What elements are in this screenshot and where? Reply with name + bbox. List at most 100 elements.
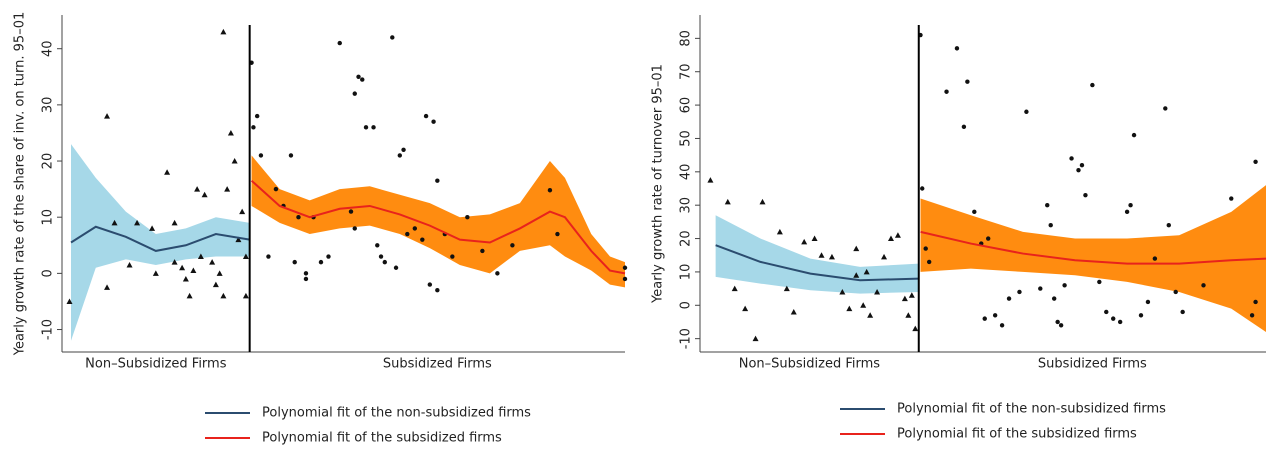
- group-label: Non–Subsidized Firms: [85, 357, 227, 372]
- data-point: [1090, 82, 1095, 88]
- data-point: [724, 198, 731, 205]
- y-tick-label: 70: [679, 63, 694, 80]
- data-point: [1253, 159, 1258, 165]
- data-point: [134, 219, 141, 226]
- data-point: [1201, 283, 1206, 288]
- legend-label: Polynomial fit of the non-subsidized fir…: [262, 406, 531, 421]
- data-point: [961, 124, 967, 129]
- data-point: [360, 77, 365, 82]
- data-point: [216, 270, 223, 276]
- data-point: [881, 253, 888, 260]
- y-tick-label: 0: [679, 301, 694, 309]
- data-point: [318, 259, 324, 265]
- data-point: [555, 231, 560, 237]
- data-point: [288, 153, 294, 158]
- data-point: [801, 238, 808, 245]
- data-point: [894, 232, 901, 238]
- data-point: [1173, 289, 1178, 295]
- legend-label: Polynomial fit of the non-subsidized fir…: [897, 402, 1166, 417]
- y-tick-label: 30: [41, 97, 56, 114]
- data-point: [465, 215, 470, 220]
- data-point: [393, 265, 399, 270]
- data-point: [752, 335, 759, 342]
- data-point: [220, 28, 227, 35]
- data-point: [363, 125, 369, 130]
- data-point: [1111, 316, 1116, 321]
- data-point: [212, 281, 219, 288]
- data-point: [874, 288, 881, 295]
- group-label: Subsidized Firms: [383, 357, 492, 372]
- data-point: [224, 186, 231, 192]
- data-point: [1229, 196, 1234, 201]
- data-point: [999, 323, 1005, 328]
- data-point: [1138, 313, 1144, 318]
- data-point: [1051, 296, 1057, 301]
- data-point: [547, 188, 553, 193]
- data-point: [190, 267, 197, 274]
- data-point: [986, 236, 991, 241]
- data-point: [853, 272, 860, 278]
- data-point: [1062, 283, 1067, 288]
- y-tick-label: 60: [679, 97, 694, 114]
- confidence-band: [715, 215, 919, 294]
- data-point: [382, 259, 387, 265]
- data-point: [111, 219, 118, 226]
- data-point: [356, 74, 361, 79]
- data-point: [149, 225, 156, 231]
- data-point: [1006, 296, 1012, 301]
- y-tick-label: 50: [679, 130, 694, 147]
- data-point: [731, 285, 738, 292]
- data-point: [901, 295, 908, 302]
- data-point: [273, 186, 279, 192]
- data-point: [1024, 109, 1029, 114]
- data-point: [954, 46, 960, 51]
- data-point: [352, 226, 357, 231]
- data-point: [201, 191, 208, 198]
- y-tick-label: 20: [41, 153, 56, 170]
- data-point: [480, 248, 485, 254]
- data-point: [1038, 286, 1043, 291]
- data-point: [790, 308, 797, 315]
- data-point: [126, 261, 133, 268]
- data-point: [622, 276, 628, 282]
- data-point: [1069, 156, 1074, 161]
- data-point: [352, 91, 357, 96]
- data-point: [171, 259, 178, 265]
- data-point: [1124, 209, 1130, 215]
- data-point: [171, 219, 178, 226]
- data-point: [1131, 132, 1137, 138]
- data-point: [622, 265, 628, 270]
- data-point: [860, 302, 867, 308]
- data-point: [1128, 202, 1133, 208]
- y-axis-label: Yearly growth rate of the share of inv. …: [13, 12, 28, 357]
- data-point: [326, 254, 331, 259]
- legend-label: Polynomial fit of the subsidized firms: [897, 427, 1137, 442]
- data-point: [1249, 313, 1255, 318]
- data-point: [104, 113, 111, 119]
- data-point: [242, 253, 249, 260]
- data-point: [887, 235, 894, 242]
- legend-label: Polynomial fit of the subsidized firms: [262, 431, 502, 446]
- data-point: [982, 316, 987, 321]
- data-point: [776, 228, 783, 235]
- data-point: [828, 253, 835, 260]
- data-point: [254, 113, 260, 119]
- data-point: [1117, 319, 1123, 325]
- data-point: [1076, 167, 1081, 173]
- data-point: [965, 79, 970, 84]
- data-point: [420, 237, 425, 242]
- data-point: [371, 125, 376, 130]
- data-point: [1097, 279, 1102, 285]
- data-point: [427, 282, 433, 287]
- y-tick-label: 10: [679, 264, 694, 281]
- fit-line: [250, 179, 626, 275]
- data-point: [435, 288, 440, 293]
- data-point: [992, 313, 998, 318]
- data-point: [510, 243, 515, 248]
- data-point: [397, 153, 402, 158]
- data-point: [266, 254, 271, 259]
- data-point: [375, 243, 380, 248]
- data-point: [303, 276, 309, 282]
- data-point: [1048, 223, 1053, 228]
